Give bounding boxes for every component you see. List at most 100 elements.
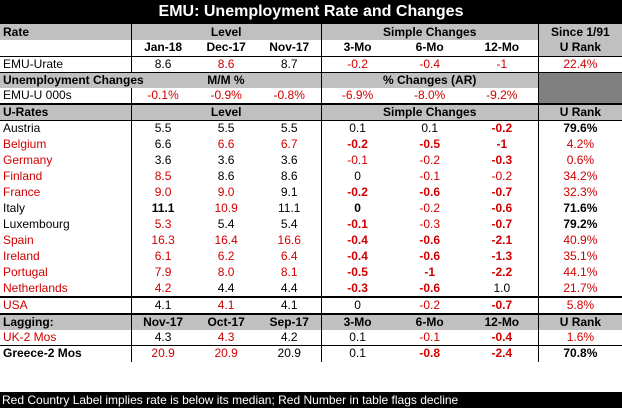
cell-c3: 0: [320, 168, 394, 185]
header-unemployment-changes: Unemployment Changes: [0, 71, 144, 88]
table-title: EMU: Unemployment Rate and Changes: [0, 0, 622, 24]
cell-rank: 35.1%: [537, 248, 622, 265]
cell-v2: 6.6: [194, 136, 258, 153]
cell-c6: -0.2: [393, 200, 466, 217]
header-simple-changes-2: Simple Changes: [320, 103, 539, 121]
header-urates: U-Rates: [0, 103, 132, 121]
row-country: Ireland 6.1 6.2 6.4 -0.4 -0.6 -1.3 35.1%: [0, 248, 622, 265]
header-row-urates: U-Rates Level Simple Changes U Rank: [0, 103, 622, 121]
cell-rank: 34.2%: [537, 168, 622, 185]
cell-c3: -0.1: [320, 216, 394, 233]
cell-rank: 44.1%: [537, 264, 622, 281]
header-urank: U Rank: [537, 40, 622, 56]
cell-c3: -0.4: [320, 232, 394, 249]
cell-v1: 11.1: [130, 200, 195, 217]
cell-v2: 8.6: [194, 168, 258, 185]
header-dec: Dec-17: [194, 40, 258, 56]
cell-c3: 0.1: [320, 120, 394, 137]
cell-v3: 8.1: [257, 264, 322, 281]
unemployment-table: Rate Level Simple Changes Since 1/91 Jan…: [0, 24, 622, 362]
cell-rank: 40.9%: [537, 232, 622, 249]
cell-v2: 5.5: [194, 120, 258, 137]
header-jan: Jan-18: [130, 40, 195, 56]
cell-v3: 3.6: [257, 152, 322, 169]
header-level-2: Level: [130, 103, 322, 121]
row-country: Italy 11.1 10.9 11.1 0 -0.2 -0.6 71.6%: [0, 200, 622, 217]
header-12mo: 12-Mo: [465, 40, 539, 56]
cell-c12: -0.2: [465, 120, 539, 137]
row-country: Portugal 7.9 8.0 8.1 -0.5 -1 -2.2 44.1%: [0, 264, 622, 281]
country-name: Luxembourg: [0, 216, 132, 233]
header-since: Since 1/91: [537, 24, 622, 40]
cell-v3: 5.4: [257, 216, 322, 233]
cell-c6: -0.5: [393, 136, 466, 153]
cell-c3: -0.4: [320, 248, 394, 265]
header-6mo: 6-Mo: [393, 40, 466, 56]
cell-v2: 4.4: [194, 280, 258, 297]
cell-v2: 9.0: [194, 184, 258, 201]
header-row-lagging: Lagging: Nov-17 Oct-17 Sep-17 3-Mo 6-Mo …: [0, 312, 622, 330]
header-nov: Nov-17: [257, 40, 322, 56]
cell-c3: -0.2: [320, 136, 394, 153]
country-name: Portugal: [0, 264, 132, 281]
cell-c6: -0.6: [393, 248, 466, 265]
cell-c12: -0.7: [465, 184, 539, 201]
country-name: Germany: [0, 152, 132, 169]
country-name: Italy: [0, 200, 132, 217]
row-emu-urate: EMU-Urate 8.6 8.6 8.7 -0.2 -0.4 -1 22.4%: [0, 55, 622, 72]
row-country: France 9.0 9.0 9.1 -0.2 -0.6 -0.7 32.3%: [0, 184, 622, 201]
row-country: Finland 8.5 8.6 8.6 0 -0.1 -0.2 34.2%: [0, 168, 622, 185]
row-country: Belgium 6.6 6.6 6.7 -0.2 -0.5 -1 4.2%: [0, 136, 622, 153]
cell-v3: 6.7: [257, 136, 322, 153]
cell-c12: -1.3: [465, 248, 539, 265]
cell-c3: -0.2: [320, 184, 394, 201]
country-name: Netherlands: [0, 280, 132, 297]
cell-v3: 11.1: [257, 200, 322, 217]
cell-v2: 10.9: [194, 200, 258, 217]
cell-v1: 6.6: [130, 136, 195, 153]
cell-rank: 4.2%: [537, 136, 622, 153]
header-rate-label: Rate: [0, 24, 132, 40]
cell-c6: -1: [393, 264, 466, 281]
cell-c12: -1: [465, 136, 539, 153]
cell-v1: 5.5: [130, 120, 195, 137]
cell-v3: 5.5: [257, 120, 322, 137]
cell-v1: 9.0: [130, 184, 195, 201]
header-mm: M/M %: [131, 71, 322, 88]
row-usa: USA 4.1 4.1 4.1 0 -0.2 -0.7 5.8%: [0, 295, 622, 314]
country-name: Ireland: [0, 248, 132, 265]
cell-v1: 6.1: [130, 248, 195, 265]
row-uk: UK-2 Mos 4.3 4.3 4.2 0.1 -0.1 -0.4 1.6%: [0, 329, 622, 346]
country-name: Spain: [0, 232, 132, 249]
header-row-dates: Jan-18 Dec-17 Nov-17 3-Mo 6-Mo 12-Mo U R…: [0, 40, 622, 56]
header-row-rate: Rate Level Simple Changes Since 1/91: [0, 24, 622, 40]
cell-rank: 21.7%: [537, 280, 622, 297]
cell-c6: -0.1: [393, 168, 466, 185]
country-name: Finland: [0, 168, 132, 185]
cell-v3: 8.6: [257, 168, 322, 185]
cell-v2: 16.4: [194, 232, 258, 249]
cell-c3: -0.1: [320, 152, 394, 169]
header-level: Level: [130, 24, 322, 40]
cell-v1: 8.5: [130, 168, 195, 185]
cell-v2: 6.2: [194, 248, 258, 265]
row-label: EMU-Urate: [0, 55, 132, 72]
cell-c6: -0.2: [393, 152, 466, 169]
cell-v1: 5.3: [130, 216, 195, 233]
cell-c12: -0.2: [465, 168, 539, 185]
cell-c12: 1.0: [465, 280, 539, 297]
cell-c12: -2.1: [465, 232, 539, 249]
cell-v2: 3.6: [194, 152, 258, 169]
cell-v1: 7.9: [130, 264, 195, 281]
cell-c6: -0.6: [393, 280, 466, 297]
country-name: Austria: [0, 120, 132, 137]
cell-rank: 79.6%: [537, 120, 622, 137]
cell-v1: 3.6: [130, 152, 195, 169]
cell-c6: -0.6: [393, 232, 466, 249]
row-country: Luxembourg 5.3 5.4 5.4 -0.1 -0.3 -0.7 79.2%: [0, 216, 622, 233]
cell-v3: 9.1: [257, 184, 322, 201]
cell-c6: 0.1: [393, 120, 466, 137]
cell-c3: -0.5: [320, 264, 394, 281]
cell-v1: 4.2: [130, 280, 195, 297]
